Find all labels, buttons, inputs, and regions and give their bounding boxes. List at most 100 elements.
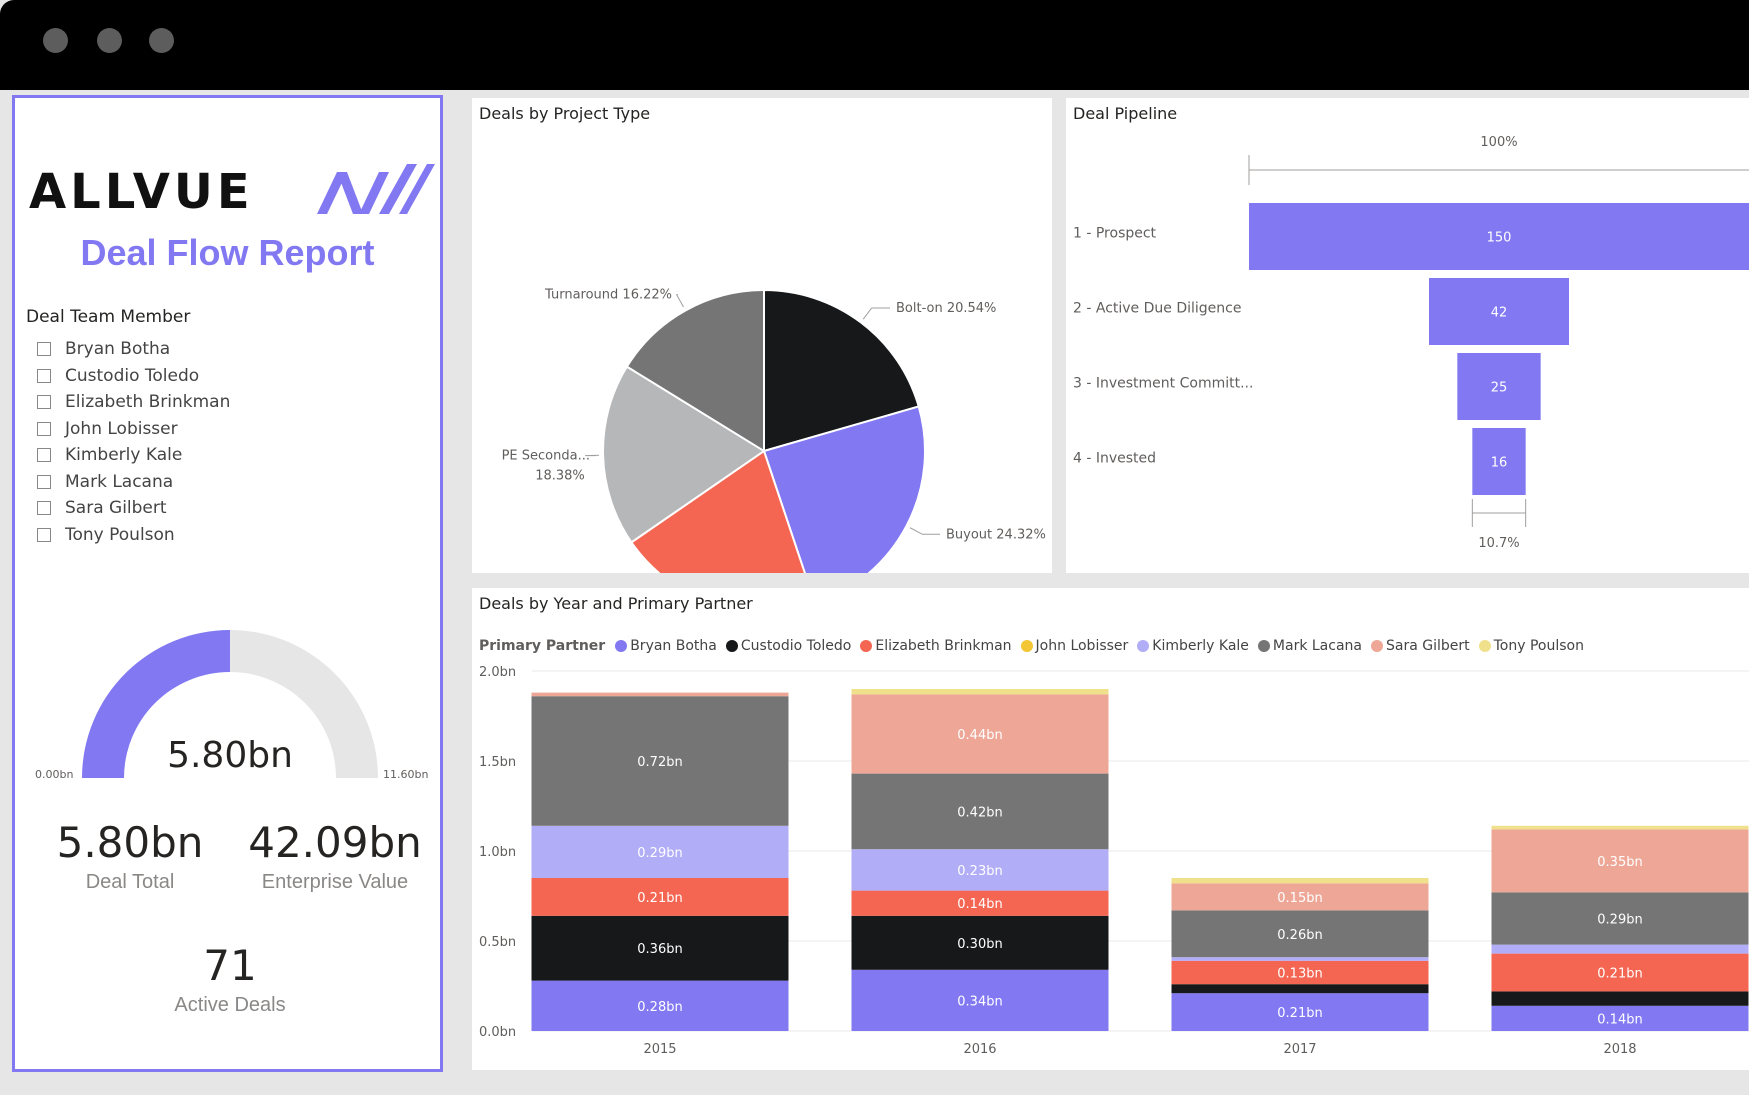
legend-item-label: John Lobisser — [1035, 638, 1129, 654]
bar-segment[interactable] — [851, 694, 1109, 774]
bar-segment-label: 0.30bn — [957, 937, 1002, 952]
legend-item[interactable]: Kimberly Kale — [1137, 638, 1249, 654]
legend-item-label: Tony Poulson — [1493, 638, 1584, 654]
allvue-logo-text: ALLVUE — [29, 164, 254, 220]
bar-segment[interactable] — [531, 696, 789, 826]
legend-item[interactable]: Tony Poulson — [1478, 638, 1584, 654]
slicer-title: Deal Team Member — [26, 307, 191, 327]
kpi-active-deals-label: Active Deals — [174, 994, 286, 1016]
report-title: Deal Flow Report — [80, 232, 375, 273]
checkbox-icon[interactable] — [37, 474, 51, 489]
bar-segment[interactable] — [531, 915, 789, 981]
gauge-fill — [82, 630, 230, 778]
funnel-bar-label: 150 — [1487, 231, 1512, 246]
bar-segment[interactable] — [1491, 825, 1749, 830]
slicer-item[interactable]: Mark Lacana — [37, 469, 230, 496]
bar-segment[interactable] — [1491, 892, 1749, 945]
bar-segment-label: 0.21bn — [1597, 967, 1642, 982]
legend-dot-icon — [1137, 640, 1150, 652]
bar-segment[interactable] — [1491, 829, 1749, 893]
bar-segment[interactable] — [1491, 991, 1749, 1006]
kpi-deal-total-value: 5.80bn — [56, 818, 204, 867]
bar-segment[interactable] — [851, 773, 1109, 850]
bar-segment[interactable] — [1171, 960, 1429, 985]
bar-segment[interactable] — [851, 915, 1109, 970]
pie-slice-label: 18.38% — [535, 469, 585, 484]
bar-segment[interactable] — [1171, 993, 1429, 1031]
y-tick-label: 1.0bn — [479, 845, 516, 860]
bar-segment[interactable] — [851, 689, 1109, 695]
bar-segment[interactable] — [1171, 878, 1429, 884]
pie-slice[interactable] — [602, 365, 766, 544]
window-maximize-control[interactable] — [149, 28, 174, 53]
bar-segment[interactable] — [1171, 910, 1429, 958]
slicer-item[interactable]: Sara Gilbert — [37, 495, 230, 522]
checkbox-icon[interactable] — [37, 448, 51, 463]
slicer-item[interactable]: Bryan Botha — [37, 336, 230, 363]
slicer-item[interactable]: John Lobisser — [37, 416, 230, 443]
bar-segment[interactable] — [851, 849, 1109, 891]
legend-dot-icon — [1371, 640, 1383, 652]
window-close-control[interactable] — [43, 28, 68, 53]
checkbox-icon[interactable] — [37, 342, 51, 357]
bar-segment[interactable] — [531, 825, 789, 878]
legend-dot-icon — [1257, 640, 1270, 652]
slicer-item[interactable]: Tony Poulson — [37, 522, 230, 549]
funnel-chart-title: Deal Pipeline — [1073, 104, 1178, 123]
kpi-enterprise-value: 42.09bn Enterprise Value — [240, 818, 430, 894]
bar-chart-panel[interactable]: Deals by Year and Primary Partner Primar… — [472, 588, 1749, 1070]
slicer-item[interactable]: Kimberly Kale — [37, 442, 230, 469]
bar-segment-label: 0.72bn — [637, 755, 682, 770]
legend-item[interactable]: John Lobisser — [1020, 638, 1129, 654]
bar-segment[interactable] — [531, 692, 789, 697]
bar-segment-label: 0.42bn — [957, 805, 1002, 820]
funnel-bar[interactable] — [1457, 353, 1541, 420]
bar-segment-label: 0.13bn — [1277, 967, 1322, 982]
bar-segment[interactable] — [1171, 957, 1429, 961]
funnel-chart-panel[interactable]: Deal Pipeline 100% 150 1 - Prospect 42 2 - A… — [1066, 98, 1749, 573]
pie-chart-panel[interactable]: Deals by Project Type Bolt-on 20.54% Buyo… — [472, 98, 1052, 573]
checkbox-icon[interactable] — [37, 368, 51, 383]
checkbox-icon[interactable] — [37, 527, 51, 542]
legend-item[interactable]: Mark Lacana — [1257, 638, 1362, 654]
checkbox-icon[interactable] — [37, 501, 51, 516]
bar-segment[interactable] — [1491, 1005, 1749, 1031]
bar-segment[interactable] — [851, 969, 1109, 1031]
checkbox-icon[interactable] — [37, 395, 51, 410]
bar-segment[interactable] — [531, 878, 789, 916]
funnel-bar[interactable] — [1472, 428, 1526, 495]
legend-item[interactable]: Elizabeth Brinkman — [860, 638, 1012, 654]
funnel-bar[interactable] — [1249, 203, 1749, 270]
slicer-item-label: Mark Lacana — [65, 471, 174, 492]
bar-segment[interactable] — [851, 890, 1109, 916]
bar-segment[interactable] — [531, 980, 789, 1031]
legend-dot-icon — [725, 640, 738, 652]
bar-segment[interactable] — [1491, 944, 1749, 954]
legend-dot-icon — [860, 640, 873, 652]
funnel-bar-label: 16 — [1491, 456, 1508, 471]
legend-item[interactable]: Bryan Botha — [615, 638, 717, 654]
pie-slice[interactable] — [763, 288, 920, 453]
bar-segment-label: 0.29bn — [637, 846, 682, 861]
x-tick-label: 2016 — [963, 1042, 996, 1057]
window-minimize-control[interactable] — [97, 28, 122, 53]
pie-chart: Bolt-on 20.54%Buyout 24.32%Growth Capita… — [502, 288, 1046, 573]
pie-slice[interactable] — [762, 405, 926, 573]
y-tick-label: 1.5bn — [479, 755, 516, 770]
legend-item[interactable]: Custodio Toledo — [725, 638, 851, 654]
checkbox-icon[interactable] — [37, 421, 51, 436]
bar-segment[interactable] — [1491, 953, 1749, 992]
bar-segment[interactable] — [1171, 984, 1429, 994]
pie-slice[interactable] — [630, 449, 815, 573]
slicer-item[interactable]: Elizabeth Brinkman — [37, 389, 230, 416]
funnel-bar[interactable] — [1429, 278, 1569, 345]
bar-segment[interactable] — [1171, 883, 1429, 911]
pie-slice[interactable] — [625, 288, 765, 453]
bar-segment-label: 0.34bn — [957, 994, 1002, 1009]
bar-segment-label: 0.28bn — [637, 1000, 682, 1015]
slicer-item[interactable]: Custodio Toledo — [37, 363, 230, 390]
funnel-bottom-label: 10.7% — [1478, 536, 1519, 551]
legend-item[interactable]: Sara Gilbert — [1371, 638, 1470, 654]
slicer-item-label: Bryan Botha — [65, 339, 171, 360]
pie-slice-label: PE Seconda... — [502, 449, 590, 464]
